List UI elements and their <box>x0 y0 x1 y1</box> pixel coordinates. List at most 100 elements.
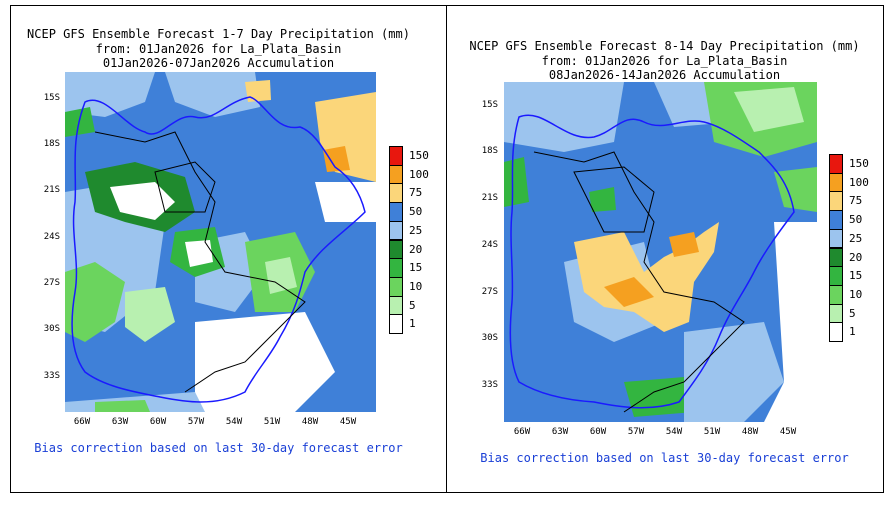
legend-label: 25 <box>849 231 863 245</box>
legend-label: 75 <box>849 194 863 208</box>
precip-field-orange-e <box>669 232 699 257</box>
precip-field-green-c <box>589 187 616 212</box>
lon-label: 57W <box>627 427 645 437</box>
lat-label: 24S <box>43 232 60 242</box>
forecast-panel-week1: NCEP GFS Ensemble Forecast 1-7 Day Preci… <box>0 0 437 505</box>
lon-label: 63W <box>551 427 569 437</box>
lon-label: 66W <box>73 417 91 427</box>
legend-label: 75 <box>409 186 423 200</box>
precip-field-light-se <box>684 322 784 422</box>
lon-label: 54W <box>225 417 243 427</box>
lon-label: 63W <box>111 417 129 427</box>
legend-swatch <box>829 172 843 193</box>
country-borders <box>94 131 306 393</box>
figure-frame <box>10 5 884 493</box>
legend-swatch <box>829 284 843 305</box>
lat-label: 21S <box>481 193 498 203</box>
legend-swatch <box>389 276 403 297</box>
precip-field-light-nw <box>504 82 624 152</box>
panel-title-line3: 08Jan2026-14Jan2026 Accumulation <box>548 68 781 82</box>
legend-swatch <box>389 220 403 241</box>
legend-swatch <box>829 266 843 286</box>
precip-field-dry-c <box>185 240 213 267</box>
legend-label: 100 <box>849 175 869 189</box>
precip-field-orange-ne <box>323 146 350 172</box>
legend-swatch <box>829 228 843 249</box>
legend-label: 5 <box>849 306 856 320</box>
lon-label: 54W <box>665 427 683 437</box>
panel-title-line2: from: 01Jan2026 for La_Plata_Basin <box>95 42 342 56</box>
precip-field-orange-c <box>604 277 654 307</box>
precip-field-green-nw <box>65 107 95 137</box>
precip-map-week1 <box>65 72 376 412</box>
lat-label: 15S <box>43 93 60 103</box>
precip-field-lightgreen-e <box>265 257 297 294</box>
precip-map-week2 <box>504 82 817 422</box>
precip-field-light-nw <box>65 72 155 117</box>
precip-field-lightgreen-ne <box>734 87 804 132</box>
paraguay-border <box>573 166 655 233</box>
legend-label: 10 <box>849 287 863 301</box>
legend-swatch <box>829 322 843 342</box>
lon-label: 48W <box>741 427 759 437</box>
legend-label: 150 <box>409 149 429 162</box>
lat-label: 24S <box>481 240 498 250</box>
lon-label: 57W <box>187 417 205 427</box>
precip-field-green-s <box>95 400 150 412</box>
bias-correction-note: Bias correction based on last 30-day for… <box>480 451 849 465</box>
legend-swatch <box>389 146 403 166</box>
forecast-panel-week2: NCEP GFS Ensemble Forecast 8-14 Day Prec… <box>446 0 883 505</box>
lon-label: 45W <box>779 427 797 437</box>
paraguay-border <box>154 161 216 213</box>
panel-title-line1: NCEP GFS Ensemble Forecast 1-7 Day Preci… <box>27 27 410 41</box>
legend-swatch <box>389 239 403 260</box>
legend-label: 20 <box>409 242 423 256</box>
legend-label: 1 <box>409 317 416 331</box>
precip-field-green-s <box>624 377 694 417</box>
precip-field-ocean-mask <box>315 182 376 222</box>
lat-label: 21S <box>43 185 60 195</box>
legend-swatch <box>389 164 403 185</box>
lon-label: 45W <box>339 417 357 427</box>
precip-field-green-w <box>504 157 529 207</box>
lat-label: 27S <box>43 278 60 288</box>
legend-swatch <box>389 314 403 334</box>
lon-label: 66W <box>513 427 531 437</box>
panel-title-line1: NCEP GFS Ensemble Forecast 8-14 Day Prec… <box>469 39 860 53</box>
legend-label: 5 <box>409 298 416 312</box>
legend-swatch <box>829 191 843 212</box>
legend-swatch <box>829 154 843 174</box>
legend-label: 1 <box>849 325 856 339</box>
legend-label: 50 <box>849 213 863 227</box>
precip-field-green-w <box>65 262 125 342</box>
legend-label: 20 <box>849 250 863 264</box>
lat-label: 33S <box>481 380 498 390</box>
lon-label: 60W <box>149 417 167 427</box>
legend-swatch <box>389 202 403 222</box>
legend-label: 10 <box>409 279 423 293</box>
lat-label: 18S <box>481 146 498 156</box>
precip-field-green-e <box>774 167 817 212</box>
legend-label: 15 <box>849 269 863 283</box>
lon-label: 51W <box>263 417 281 427</box>
country-borders <box>533 151 745 413</box>
lat-label: 30S <box>43 324 60 334</box>
legend-label: 25 <box>409 223 423 237</box>
lon-label: 60W <box>589 427 607 437</box>
legend-label: 50 <box>409 205 423 219</box>
legend-swatch <box>389 258 403 278</box>
legend-swatch <box>829 210 843 230</box>
lon-label: 51W <box>703 427 721 437</box>
legend-swatch <box>829 303 843 324</box>
precip-field-dry-core <box>110 182 175 220</box>
lon-label: 48W <box>301 417 319 427</box>
panel-title-line2: from: 01Jan2026 for La_Plata_Basin <box>541 54 788 68</box>
legend-label: 15 <box>409 261 423 275</box>
lat-label: 33S <box>43 371 60 381</box>
lat-label: 27S <box>481 287 498 297</box>
basin-outline <box>71 96 366 403</box>
legend-label: 100 <box>409 167 429 181</box>
precip-field-yellow-n <box>245 80 271 102</box>
lat-label: 18S <box>43 139 60 149</box>
legend-swatch <box>389 183 403 204</box>
